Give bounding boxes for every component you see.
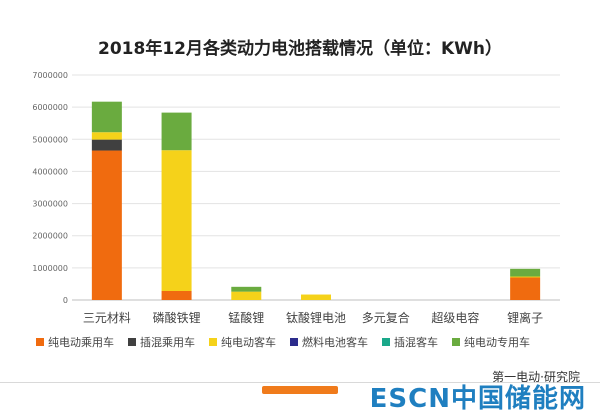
y-tick-label: 1000000 (32, 264, 68, 273)
bar-segment (510, 276, 541, 278)
x-tick-label: 多元复合 (362, 310, 410, 325)
bars (91, 101, 541, 300)
legend-swatch (36, 338, 44, 346)
bar-segment (231, 286, 262, 292)
legend-label: 燃料电池客车 (302, 336, 368, 349)
legend-label: 纯电动乘用车 (48, 336, 114, 349)
y-tick-label: 7000000 (32, 71, 68, 80)
legend-item: 纯电动乘用车 (36, 334, 114, 350)
bar-segment (510, 268, 541, 277)
legend-swatch (128, 338, 136, 346)
legend-swatch (209, 338, 217, 346)
x-tick-label: 钛酸锂电池 (286, 310, 346, 325)
bar-segment (161, 291, 192, 300)
legend-label: 纯电动客车 (221, 336, 276, 349)
bar-segment (301, 294, 331, 300)
x-tick-label: 锂离子 (507, 310, 543, 325)
legend: 纯电动乘用车 插混乘用车 纯电动客车 燃料电池客车 插混客车 纯电动专用车 (36, 334, 596, 350)
gridlines (72, 74, 560, 301)
x-tick-label: 磷酸铁锂 (153, 310, 201, 325)
y-tick-label: 2000000 (32, 232, 68, 241)
legend-swatch (382, 338, 390, 346)
y-tick-label: 3000000 (32, 200, 68, 209)
y-tick-label: 5000000 (32, 135, 68, 144)
y-tick-label: 0 (63, 296, 68, 305)
bar-segment (91, 150, 122, 300)
bar-segment (161, 150, 192, 291)
legend-item: 纯电动客车 (209, 334, 276, 350)
footer-divider (0, 382, 600, 383)
bar-segment (510, 277, 541, 300)
bar-segment (91, 101, 122, 133)
y-axis-ticks: 0 1000000 2000000 3000000 4000000 5000000 6000… (32, 71, 68, 305)
legend-item: 燃料电池客车 (290, 334, 368, 350)
bar-segment (91, 139, 122, 151)
x-tick-label: 三元材料 (83, 311, 131, 325)
x-axis-ticks: 三元材料 磷酸铁锂 锰酸锂 钛酸锂电池 多元复合 超级电容 锂离子 (83, 310, 543, 325)
legend-item: 插混客车 (382, 334, 438, 350)
legend-item: 纯电动专用车 (452, 334, 530, 350)
legend-item: 插混乘用车 (128, 334, 195, 350)
watermark: 第一电动·研究院 ESCN中国储能网 (369, 370, 586, 414)
chart-title: 2018年12月各类动力电池搭载情况（单位：KWh） (98, 39, 502, 59)
bar-segment (231, 291, 262, 300)
y-tick-label: 6000000 (32, 103, 68, 112)
y-tick-label: 4000000 (32, 167, 68, 176)
bar-segment (91, 132, 122, 140)
watermark-top-text: 第一电动·研究院 (492, 370, 580, 384)
legend-label: 插混客车 (394, 336, 438, 349)
legend-swatch (290, 338, 298, 346)
x-tick-label: 超级电容 (431, 310, 479, 325)
legend-swatch (452, 338, 460, 346)
bar-segment (161, 112, 192, 151)
footer-accent-bar (262, 386, 338, 394)
x-tick-label: 锰酸锂 (228, 310, 264, 325)
legend-label: 纯电动专用车 (464, 336, 530, 349)
legend-label: 插混乘用车 (140, 336, 195, 349)
watermark-main-text: ESCN中国储能网 (369, 384, 586, 414)
